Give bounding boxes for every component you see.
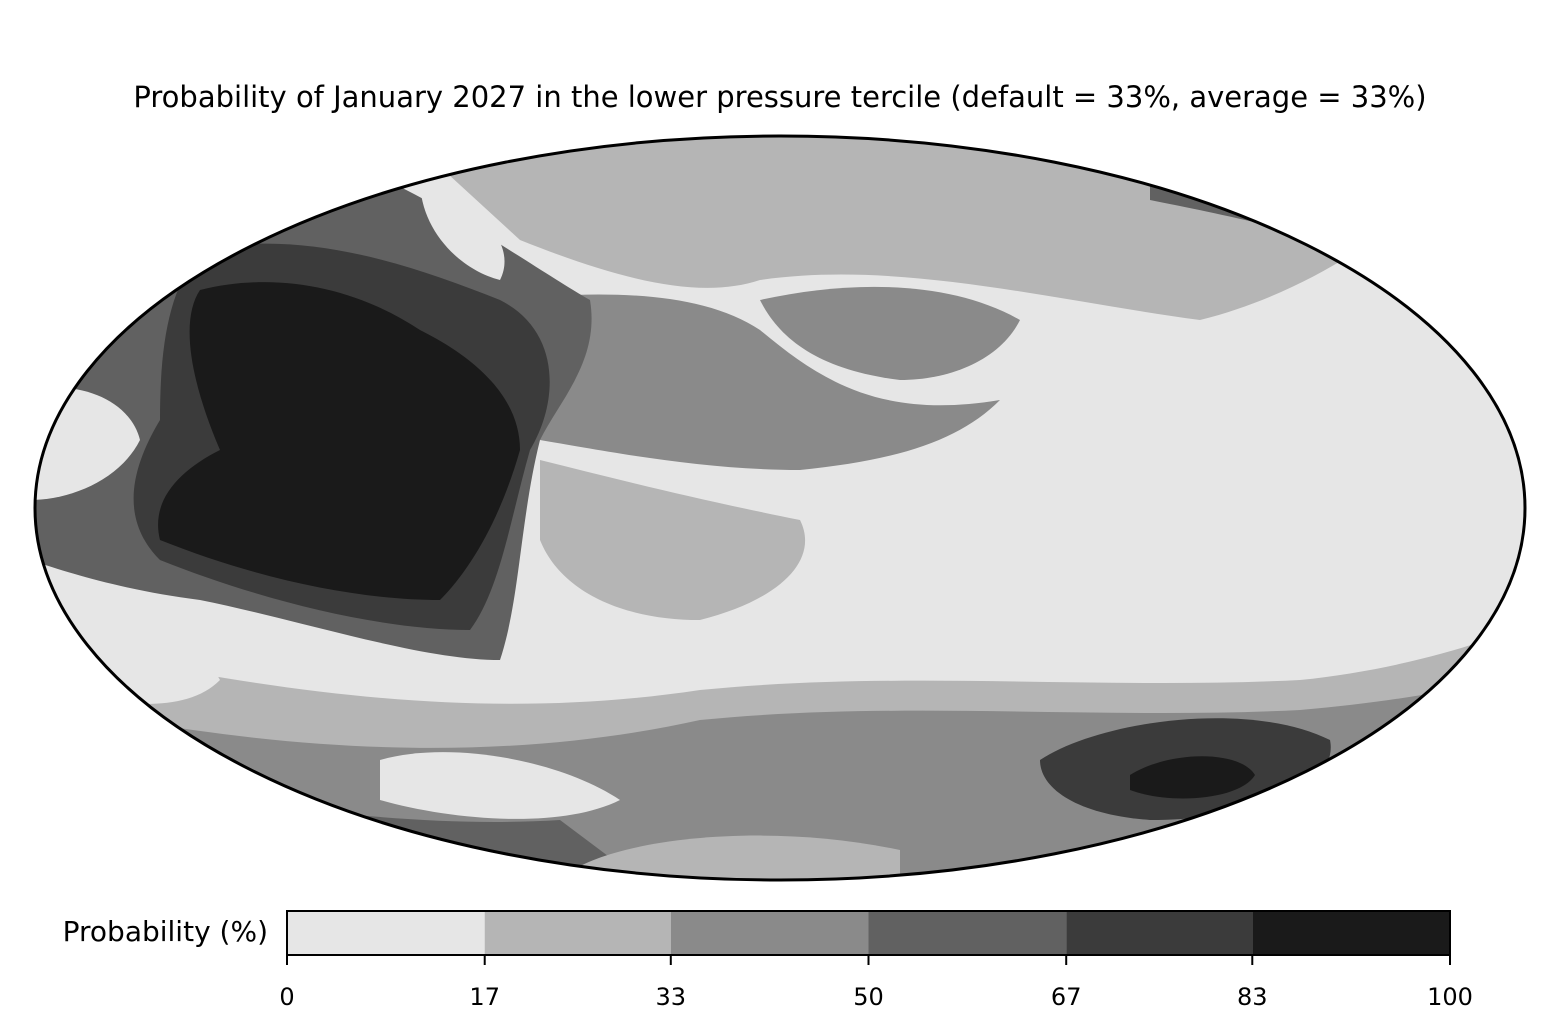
colorbar-segment: [1066, 911, 1253, 955]
colorbar-segment: [868, 911, 1067, 955]
colorbar-segment: [484, 911, 671, 955]
colorbar-tick-label: 83: [1237, 983, 1268, 1011]
colorbar-segment: [287, 911, 485, 955]
map-border: [33, 134, 1527, 882]
region: [560, 835, 900, 880]
colorbar-segment: [670, 911, 869, 955]
colorbar-label: Probability (%): [63, 915, 268, 948]
region: [540, 460, 806, 620]
region: [1130, 756, 1255, 799]
colorbar-tick-label: 67: [1051, 983, 1082, 1011]
region: [760, 286, 1020, 380]
colorbar: 0 17 33 50 67 83 100: [279, 910, 1473, 1011]
colorbar-tick-label: 50: [853, 983, 884, 1011]
colorbar-tick-label: 100: [1427, 983, 1473, 1011]
region: [496, 294, 1000, 470]
colorbar-tick-label: 0: [279, 983, 294, 1011]
colorbar-tick-label: 33: [656, 983, 687, 1011]
region: [158, 282, 520, 600]
colorbar-tick-label: 17: [469, 983, 500, 1011]
region: [380, 752, 620, 819]
colorbar-segment: [1252, 911, 1450, 955]
region: [420, 180, 505, 280]
map-title: Probability of January 2027 in the lower…: [133, 80, 1426, 114]
